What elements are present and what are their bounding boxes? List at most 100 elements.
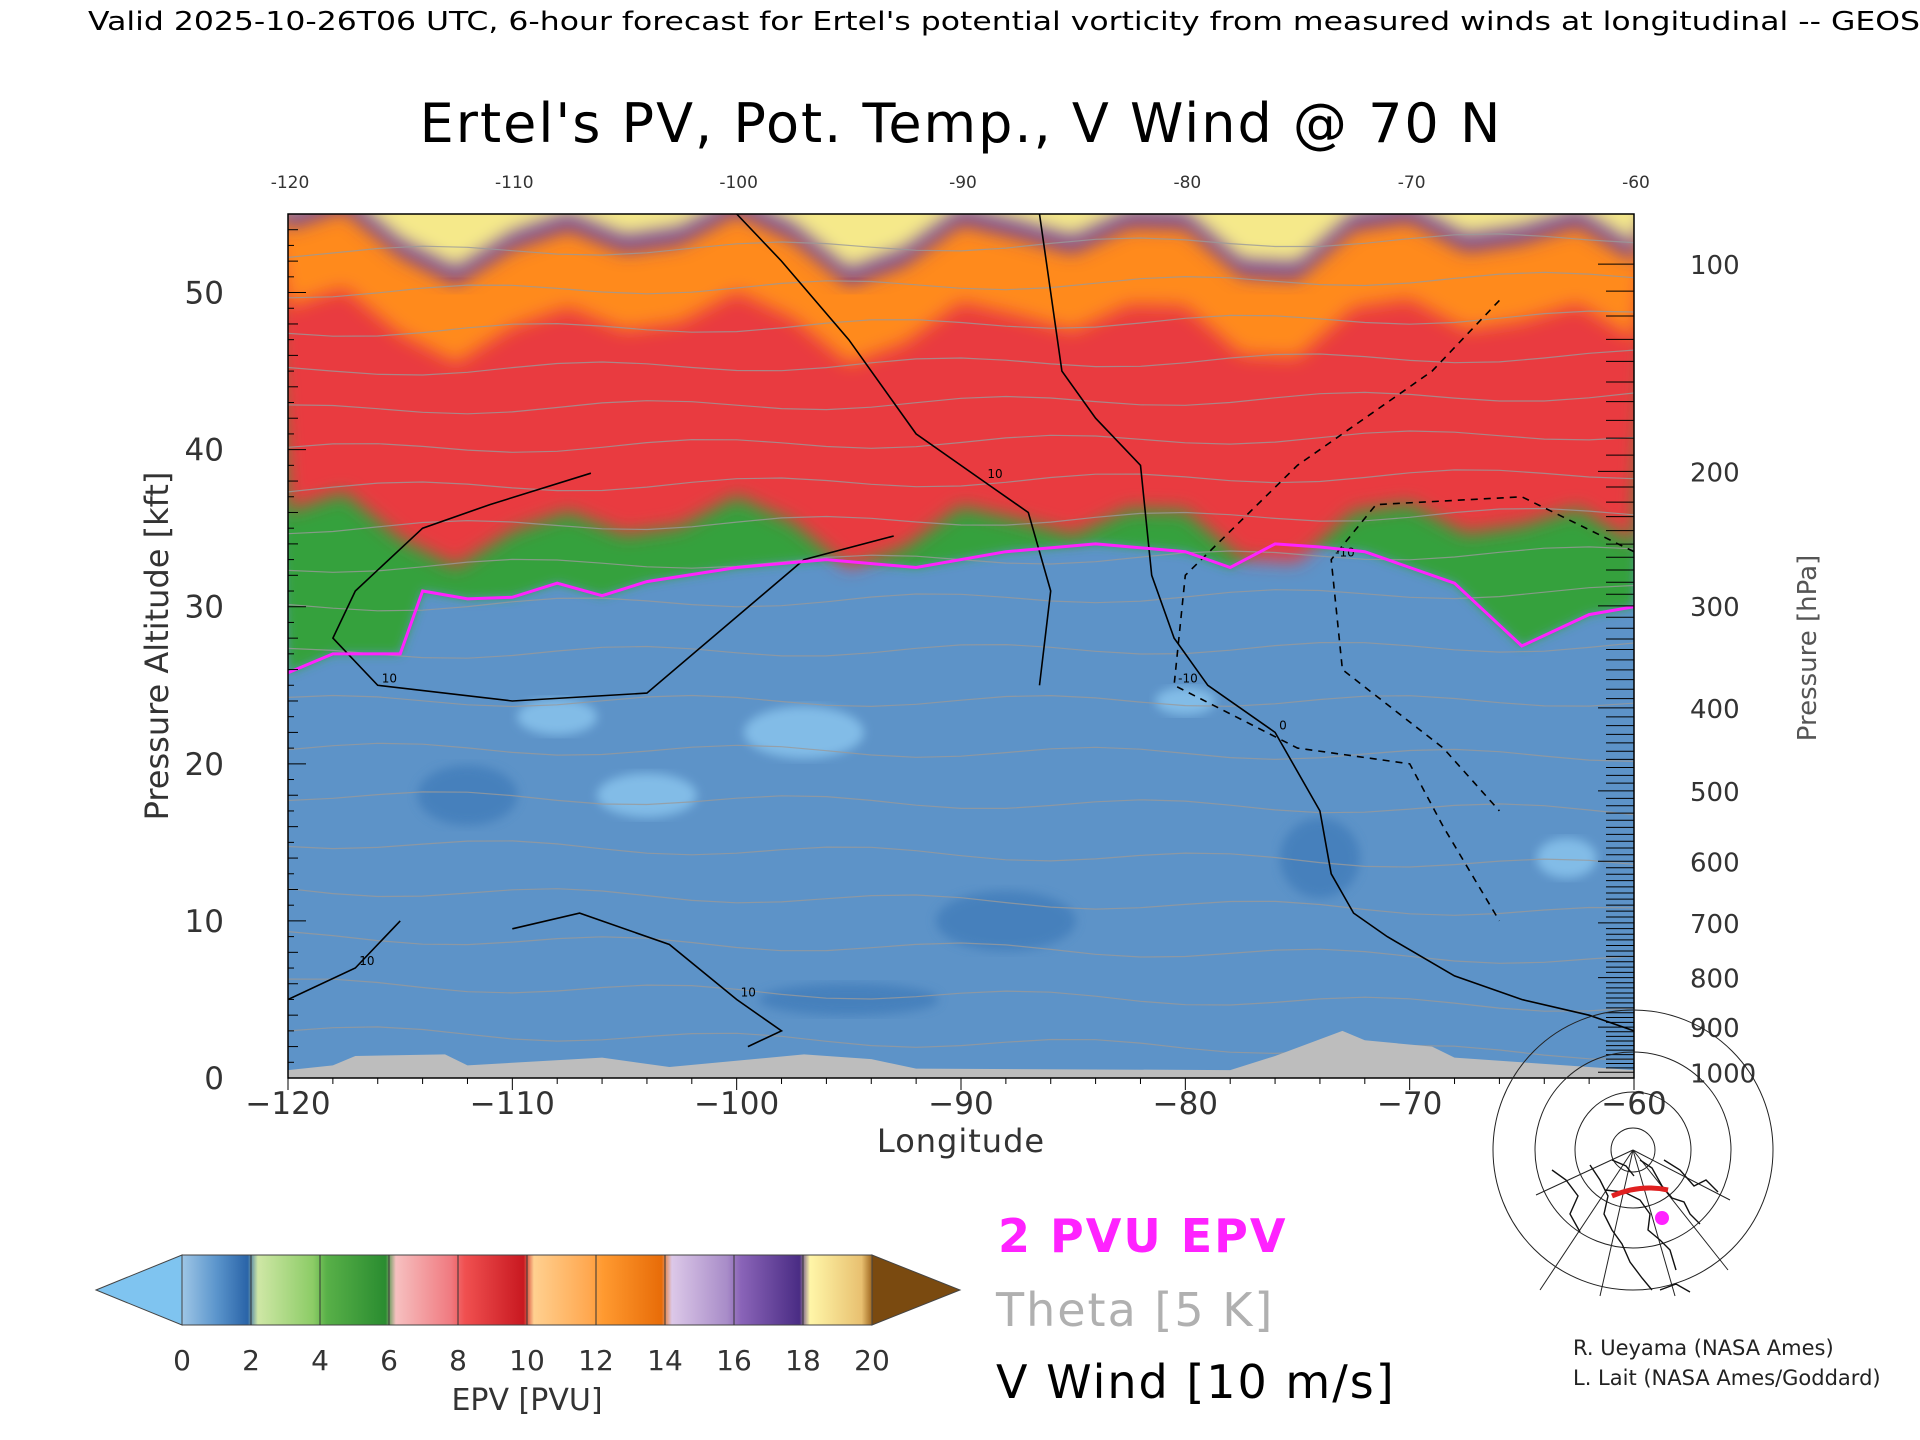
pressure-tick-label: 100 (1690, 251, 1740, 281)
valid-time-header: Valid 2025-10-26T06 UTC, 6-hour forecast… (88, 7, 1920, 37)
vwind-contour-label: 10 (987, 467, 1002, 481)
colorbar-tick-label: 14 (647, 1344, 683, 1377)
colorbar-dividers (250, 1255, 804, 1325)
y-tick-label: 10 (185, 904, 224, 940)
inset-locator-map (1492, 1009, 1774, 1297)
vwind-contour (288, 920, 401, 1001)
y-tick-label: 40 (185, 433, 224, 469)
inset-cross-section-track (1611, 1185, 1669, 1199)
pressure-tick-label: 1000 (1690, 1059, 1756, 1089)
epv-dark-patch (417, 765, 518, 826)
vwind-contour (1330, 495, 1634, 812)
theta-contour (288, 391, 1634, 415)
pressure-tick-label: 200 (1690, 458, 1740, 488)
y-axis-label: Pressure Altitude [kft] (138, 472, 176, 821)
colorbar: 0 2 4 6 8 10 12 14 16 18 20 EPV [PVU] (94, 1254, 962, 1418)
x-tick-label: −110 (470, 1086, 555, 1122)
legend: 2 PVU EPV Theta [5 K] V Wind [10 m/s] (995, 1209, 1396, 1409)
epv-dark-patch (935, 890, 1076, 951)
x-tick-label: −100 (694, 1086, 779, 1122)
theta-contour (288, 349, 1634, 376)
pressure-tick-label: 500 (1690, 778, 1740, 808)
top-axis-tick-labels: -120 -110 -100 -90 -80 -70 -60 (271, 173, 1650, 193)
top-tick-label: -90 (949, 173, 977, 193)
theta-contour (288, 888, 1634, 916)
vwind-contour-label: 10 (741, 985, 756, 999)
epv-dark-patch (1279, 818, 1360, 899)
legend-theta: Theta [5 K] (995, 1283, 1274, 1337)
epv-light-patch (1155, 686, 1216, 715)
epv-color-field (288, 214, 1634, 1016)
colorbar-tick-label: 12 (578, 1344, 614, 1377)
vwind-contour (1038, 214, 1634, 1032)
vwind-contour-label: 10 (359, 954, 374, 968)
top-tick-label: -120 (271, 173, 310, 193)
epv-light-patch (517, 698, 598, 735)
theta-contour (288, 507, 1634, 535)
epv-light-patch (596, 773, 697, 818)
x-tick-label: −80 (1153, 1086, 1218, 1122)
colorbar-tick-label: 18 (785, 1344, 821, 1377)
x-tick-label: −120 (245, 1086, 330, 1122)
y-tick-label: 50 (185, 276, 224, 312)
theta-contour (288, 694, 1634, 708)
top-tick-label: -110 (495, 173, 534, 193)
right-pressure-axis: 100 200 300 400 500 600 700 800 900 1000 (1598, 251, 1756, 1089)
vwind-contour (736, 214, 1052, 686)
surface-terrain (288, 1030, 1634, 1078)
colorbar-label: EPV [PVU] (451, 1383, 602, 1418)
legend-vwind: V Wind [10 m/s] (996, 1355, 1396, 1409)
inset-coastline (1551, 1159, 1719, 1293)
colorbar-tick-label: 10 (509, 1344, 545, 1377)
pressure-tick-label: 700 (1690, 910, 1740, 940)
theta-contour (288, 791, 1634, 816)
x-tick-label: −60 (1601, 1086, 1666, 1122)
colorbar-tick-label: 4 (311, 1344, 329, 1377)
vwind-contour-label: 0 (1279, 718, 1287, 732)
colorbar-tick-label: 6 (380, 1344, 398, 1377)
theta-contour (288, 840, 1634, 868)
legend-epv: 2 PVU EPV (998, 1209, 1287, 1263)
colorbar-over-arrow (871, 1254, 962, 1326)
epv-dark-patch (758, 983, 939, 1016)
y-tick-label: 30 (185, 590, 224, 626)
tropopause-2pvu-line (288, 542, 1634, 675)
left-axis-ticks: 0 10 20 30 40 50 (185, 213, 306, 1097)
colorbar-tick-label: 8 (449, 1344, 467, 1377)
credit-line-2: L. Lait (NASA Ames/Goddard) (1573, 1366, 1881, 1390)
theta-contour (288, 310, 1634, 337)
colorbar-under-arrow (94, 1254, 183, 1326)
pressure-tick-label: 300 (1690, 593, 1740, 623)
theta-contour (288, 931, 1634, 964)
theta-contour (288, 584, 1634, 612)
theta-contour (288, 742, 1634, 762)
pressure-tick-label: 600 (1690, 848, 1740, 878)
top-tick-label: -80 (1173, 173, 1201, 193)
x-axis-label: Longitude (877, 1122, 1045, 1160)
theta-contour (288, 469, 1634, 493)
vwind-contour-label: -10 (1178, 671, 1198, 685)
theta-contour (288, 430, 1634, 453)
theta-contour (288, 233, 1634, 258)
pressure-tick-label: 400 (1690, 695, 1740, 725)
credit-line-1: R. Ueyama (NASA Ames) (1573, 1336, 1834, 1360)
vwind-contour (331, 472, 894, 702)
colorbar-tick-label: 20 (854, 1344, 890, 1377)
theta-contour (288, 271, 1634, 299)
colorbar-tick-label: 16 (716, 1344, 752, 1377)
top-tick-label: -100 (719, 173, 758, 193)
top-tick-label: -70 (1398, 173, 1426, 193)
epv-light-patch (1536, 838, 1597, 879)
chart-title: Ertel's PV, Pot. Temp., V Wind @ 70 N (420, 92, 1503, 155)
theta-contour (288, 978, 1634, 1012)
top-tick-label: -60 (1622, 173, 1650, 193)
theta-contour (288, 641, 1634, 659)
epv-layer-cap (368, 214, 1634, 270)
pressure-axis-label: Pressure [hPa] (1793, 555, 1823, 742)
y-tick-label: 20 (185, 747, 224, 783)
pressure-tick-label: 800 (1690, 965, 1740, 995)
epv-light-patch (743, 706, 864, 759)
